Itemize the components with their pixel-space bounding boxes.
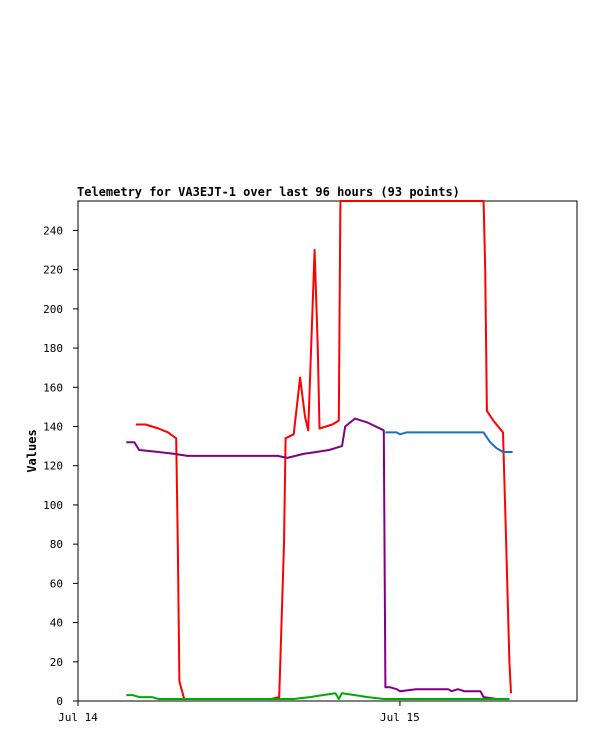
series-line-2 xyxy=(385,431,513,453)
y-tick-label: 100 xyxy=(43,499,63,512)
y-tick-label: 0 xyxy=(56,695,63,708)
plot-frame xyxy=(77,200,578,702)
series-line-1 xyxy=(126,417,510,700)
y-tick-label: 160 xyxy=(43,381,63,394)
y-tick-label: 60 xyxy=(50,577,63,590)
y-tick-label: 180 xyxy=(43,342,63,355)
series-line-0 xyxy=(135,200,512,700)
y-tick-label: 120 xyxy=(43,460,63,473)
y-tick-label: 20 xyxy=(50,656,63,669)
y-tick-label: 140 xyxy=(43,420,63,433)
y-tick-label: 240 xyxy=(43,224,63,237)
series-line-3 xyxy=(126,692,510,700)
x-tick-label: Jul 15 xyxy=(380,711,420,724)
y-tick-label: 220 xyxy=(43,264,63,277)
y-axis: 0 20 40 60 80 100 120 140 160 180 200 220 240 xyxy=(43,224,78,708)
x-axis: Jul 14 Jul 15 xyxy=(58,701,420,724)
y-axis-label: Values xyxy=(25,429,39,472)
chart-title: Telemetry for VA3EJT-1 over last 96 hour… xyxy=(77,185,460,199)
y-tick-label: 80 xyxy=(50,538,63,551)
y-tick-label: 200 xyxy=(43,303,63,316)
series-layer xyxy=(126,200,513,700)
x-tick-label: Jul 14 xyxy=(58,711,98,724)
y-tick-label: 40 xyxy=(50,617,63,630)
